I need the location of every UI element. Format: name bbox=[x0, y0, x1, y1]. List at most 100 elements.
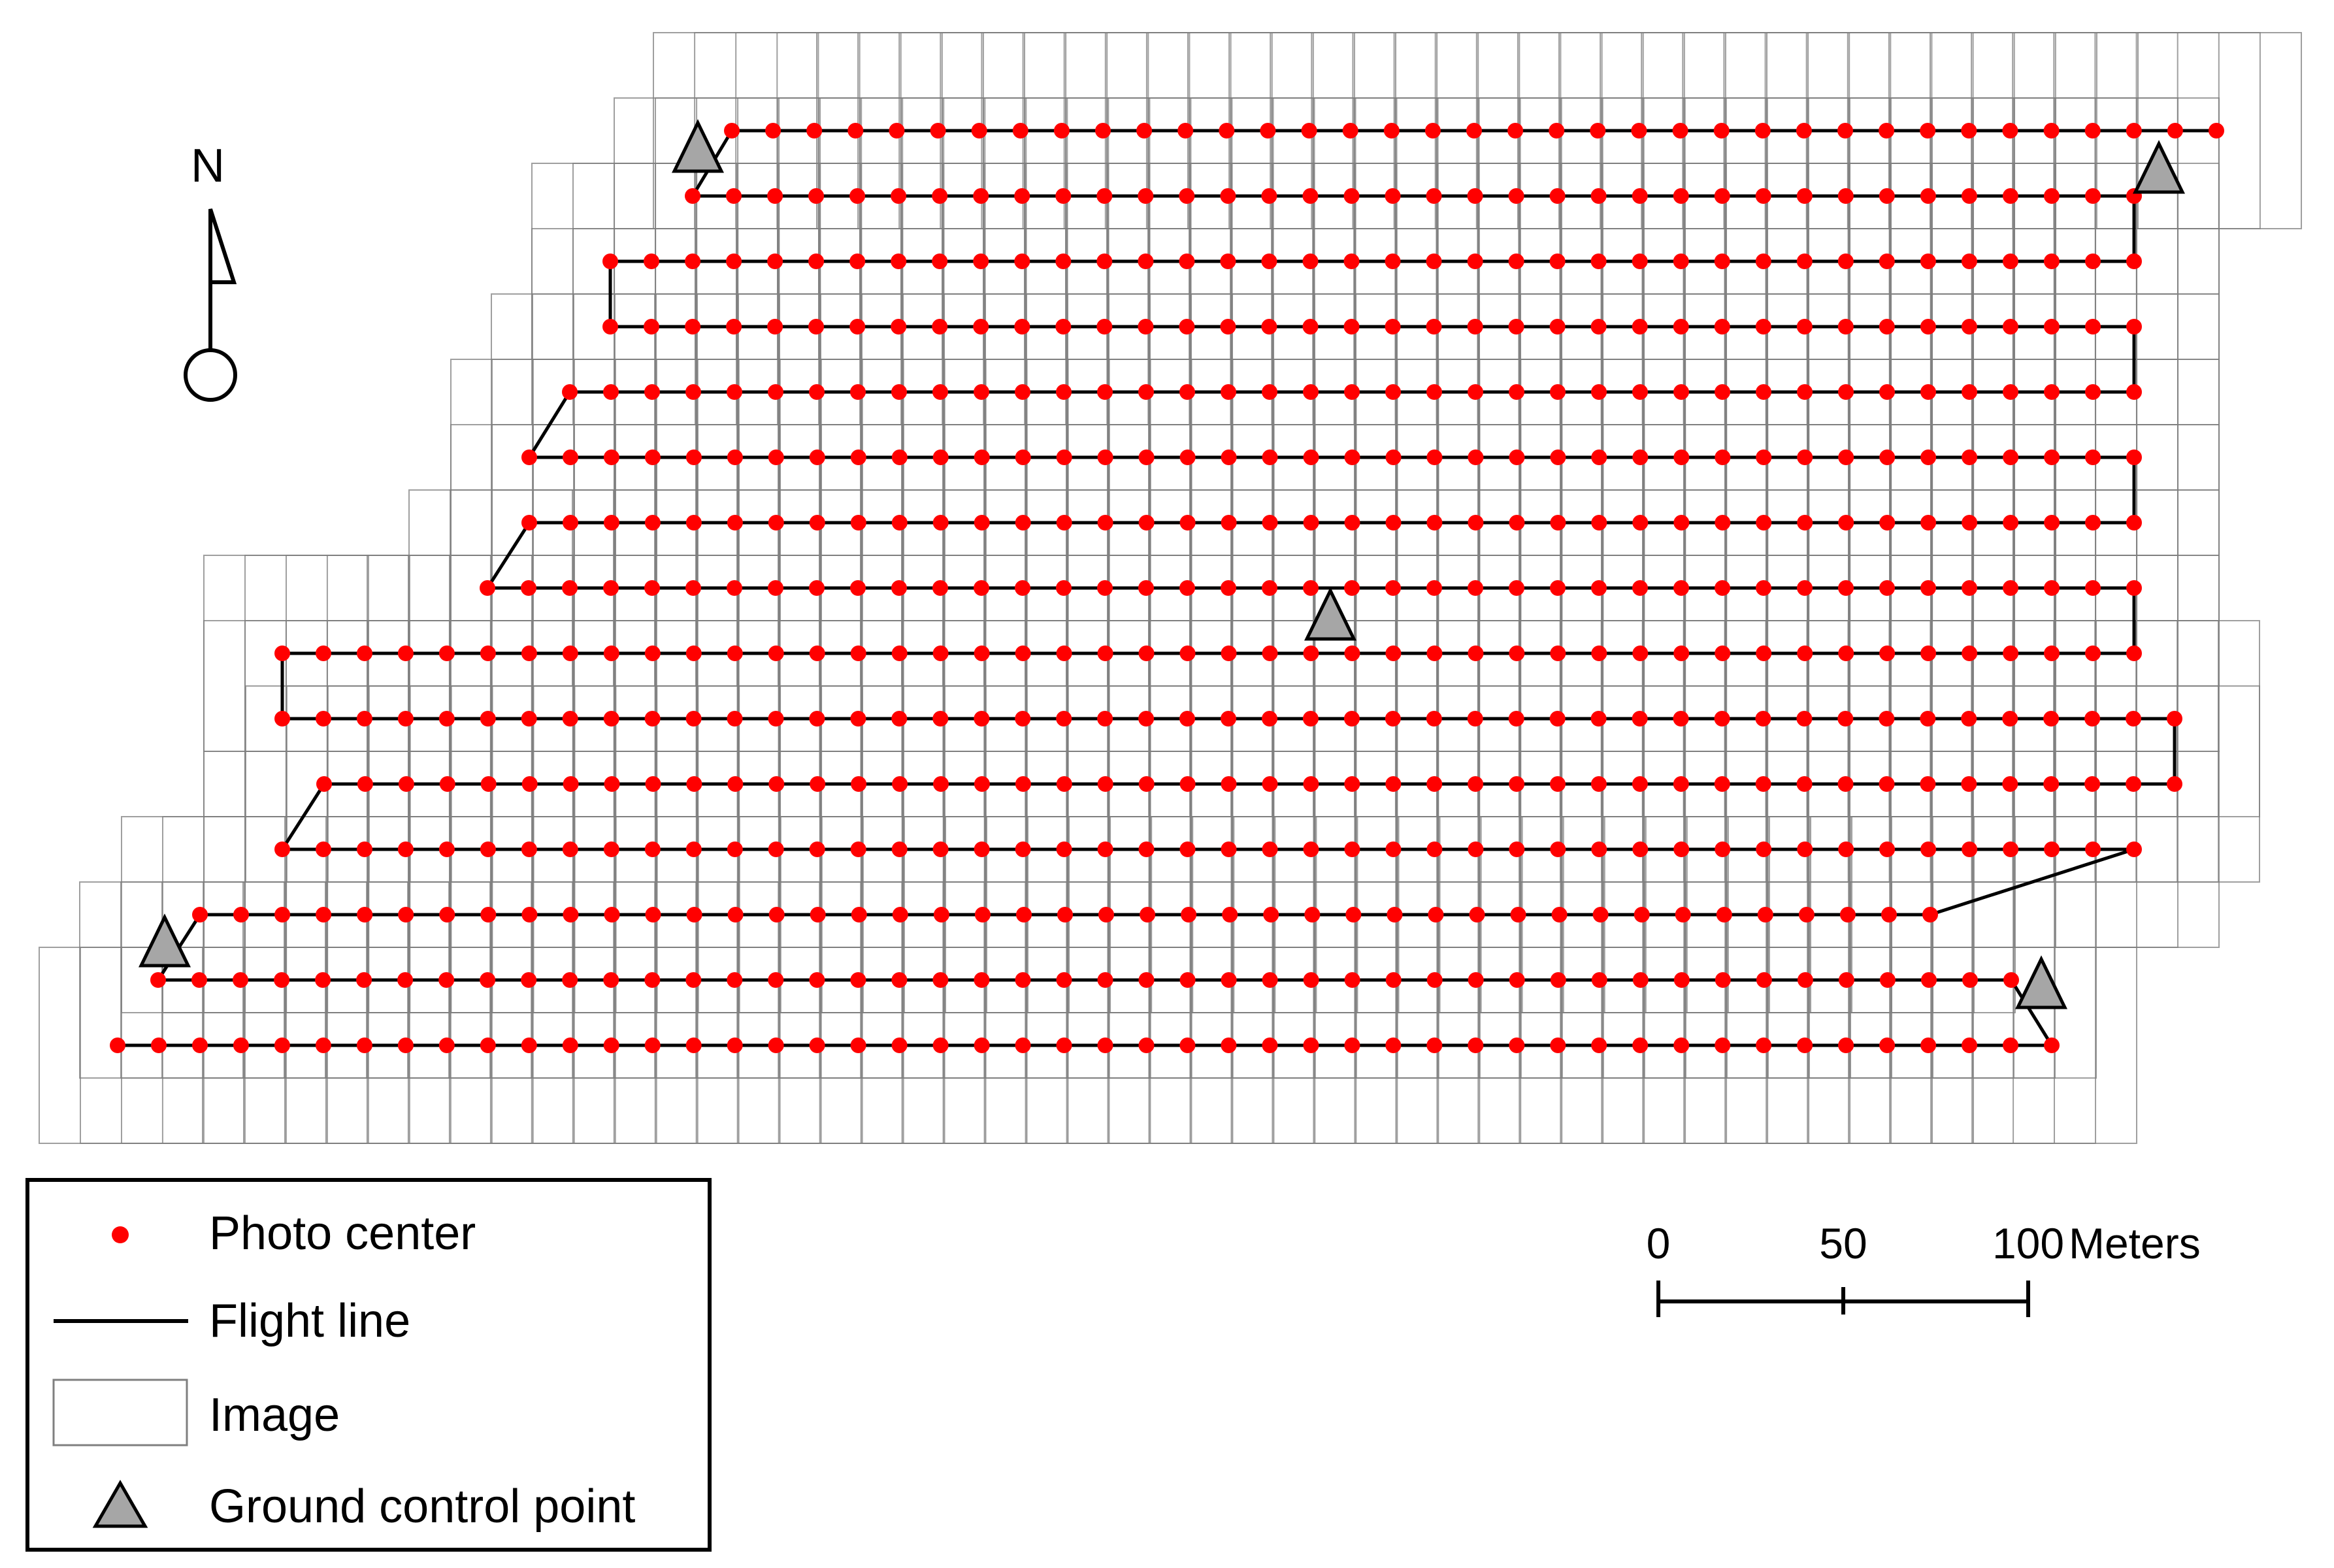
photo-center-12-41 bbox=[1920, 841, 1937, 857]
photo-center-12-14 bbox=[809, 841, 825, 857]
legend-photo-center-label: Photo center bbox=[209, 1207, 476, 1260]
photo-center-8-20 bbox=[1262, 580, 1277, 596]
photo-center-15-45 bbox=[1920, 1037, 1937, 1053]
photo-center-8-37 bbox=[1962, 580, 1977, 596]
legend: Photo center Flight line Image Ground co… bbox=[25, 1178, 712, 1552]
photo-center-15-46 bbox=[1962, 1037, 1977, 1053]
photo-center-4-36 bbox=[2043, 319, 2060, 335]
photo-center-10-42 bbox=[1961, 711, 1977, 727]
photo-center-12-1 bbox=[274, 841, 290, 857]
photo-center-1-12 bbox=[1177, 123, 1194, 139]
photo-center-13-9 bbox=[521, 907, 538, 923]
photo-center-10-4 bbox=[397, 711, 414, 727]
photo-center-15-35 bbox=[1509, 1037, 1525, 1053]
photo-center-13-43 bbox=[1922, 907, 1938, 923]
photo-center-1-28 bbox=[1837, 123, 1853, 139]
photo-center-8-18 bbox=[1179, 580, 1195, 596]
photo-center-13-25 bbox=[1181, 907, 1197, 923]
photo-center-1-14 bbox=[1260, 123, 1276, 139]
photo-center-11-15 bbox=[892, 776, 908, 792]
photo-center-2-14 bbox=[1220, 188, 1236, 204]
photo-center-3-17 bbox=[1261, 253, 1277, 269]
ground-control-point-2 bbox=[2133, 140, 2185, 194]
photo-center-8-27 bbox=[1550, 580, 1566, 596]
photo-center-13-38 bbox=[1716, 907, 1732, 923]
photo-center-2-34 bbox=[2043, 188, 2060, 204]
photo-center-7-22 bbox=[1385, 515, 1402, 531]
photo-center-9-13 bbox=[768, 645, 784, 661]
photo-center-14-4 bbox=[274, 972, 290, 988]
photo-center-15-28 bbox=[1221, 1037, 1237, 1053]
photo-center-1-31 bbox=[1961, 123, 1977, 139]
photo-center-9-5 bbox=[438, 645, 455, 661]
photo-center-13-2 bbox=[233, 907, 249, 923]
photo-center-4-5 bbox=[767, 319, 783, 335]
photo-center-5-8 bbox=[850, 384, 866, 400]
photo-center-8-33 bbox=[1797, 580, 1813, 596]
photo-center-11-32 bbox=[1590, 776, 1607, 792]
photo-center-10-38 bbox=[1796, 711, 1813, 727]
photo-center-13-31 bbox=[1428, 907, 1444, 923]
photo-center-12-33 bbox=[1591, 841, 1607, 857]
photo-center-10-10 bbox=[644, 711, 661, 727]
photo-center-4-10 bbox=[973, 319, 989, 335]
photo-center-10-37 bbox=[1755, 711, 1771, 727]
photo-center-1-7 bbox=[971, 123, 987, 139]
photo-center-8-4 bbox=[603, 580, 619, 596]
photo-center-8-41 bbox=[2126, 580, 2142, 596]
photo-center-7-6 bbox=[727, 515, 743, 531]
photo-center-6-33 bbox=[1838, 449, 1854, 465]
photo-center-7-26 bbox=[1550, 515, 1566, 531]
photo-center-3-7 bbox=[849, 253, 866, 269]
photo-center-10-35 bbox=[1673, 711, 1689, 727]
photo-center-14-23 bbox=[1056, 972, 1072, 988]
photo-center-13-21 bbox=[1016, 907, 1032, 923]
photo-center-14-30 bbox=[1344, 972, 1360, 988]
photo-center-4-19 bbox=[1343, 319, 1360, 335]
photo-center-6-35 bbox=[1920, 449, 1937, 465]
photo-center-6-40 bbox=[2126, 449, 2142, 465]
photo-center-14-46 bbox=[2003, 972, 2019, 988]
photo-center-11-24 bbox=[1262, 776, 1278, 792]
photo-center-3-26 bbox=[1632, 253, 1648, 269]
photo-center-5-21 bbox=[1385, 384, 1401, 400]
photo-center-8-34 bbox=[1838, 580, 1854, 596]
photo-center-4-29 bbox=[1755, 319, 1771, 335]
photo-center-14-41 bbox=[1797, 972, 1813, 988]
photo-center-10-45 bbox=[2084, 711, 2101, 727]
photo-center-9-10 bbox=[644, 645, 661, 661]
photo-center-8-22 bbox=[1344, 580, 1360, 596]
photo-center-2-10 bbox=[1055, 188, 1072, 204]
photo-center-9-3 bbox=[357, 645, 372, 661]
photo-center-13-26 bbox=[1222, 907, 1238, 923]
photo-center-2-35 bbox=[2085, 188, 2101, 204]
photo-center-4-34 bbox=[1961, 319, 1977, 335]
photo-center-4-2 bbox=[644, 319, 659, 335]
photo-center-10-22 bbox=[1138, 711, 1155, 727]
photo-center-5-23 bbox=[1468, 384, 1483, 400]
photo-center-7-15 bbox=[1097, 515, 1113, 531]
photo-center-14-12 bbox=[603, 972, 619, 988]
photo-center-10-21 bbox=[1097, 711, 1113, 727]
photo-center-2-16 bbox=[1302, 188, 1319, 204]
legend-flight-line-label: Flight line bbox=[209, 1295, 410, 1347]
photo-center-3-8 bbox=[891, 253, 907, 269]
photo-center-9-45 bbox=[2085, 645, 2101, 661]
photo-center-1-29 bbox=[1879, 123, 1895, 139]
photo-center-1-17 bbox=[1383, 123, 1400, 139]
photo-center-7-28 bbox=[1632, 515, 1649, 531]
photo-center-12-36 bbox=[1715, 841, 1731, 857]
photo-center-4-4 bbox=[726, 319, 742, 335]
photo-center-9-41 bbox=[1920, 645, 1937, 661]
photo-center-1-15 bbox=[1301, 123, 1317, 139]
photo-center-4-35 bbox=[2002, 319, 2018, 335]
photo-center-12-11 bbox=[685, 841, 702, 857]
photo-center-3-29 bbox=[1755, 253, 1771, 269]
photo-center-15-7 bbox=[356, 1037, 372, 1053]
photo-center-3-30 bbox=[1796, 253, 1813, 269]
photo-center-6-9 bbox=[850, 449, 866, 465]
photo-center-7-24 bbox=[1468, 515, 1484, 531]
photo-center-15-9 bbox=[438, 1037, 455, 1053]
photo-center-7-7 bbox=[768, 515, 784, 531]
legend-image-symbol bbox=[52, 1379, 188, 1446]
